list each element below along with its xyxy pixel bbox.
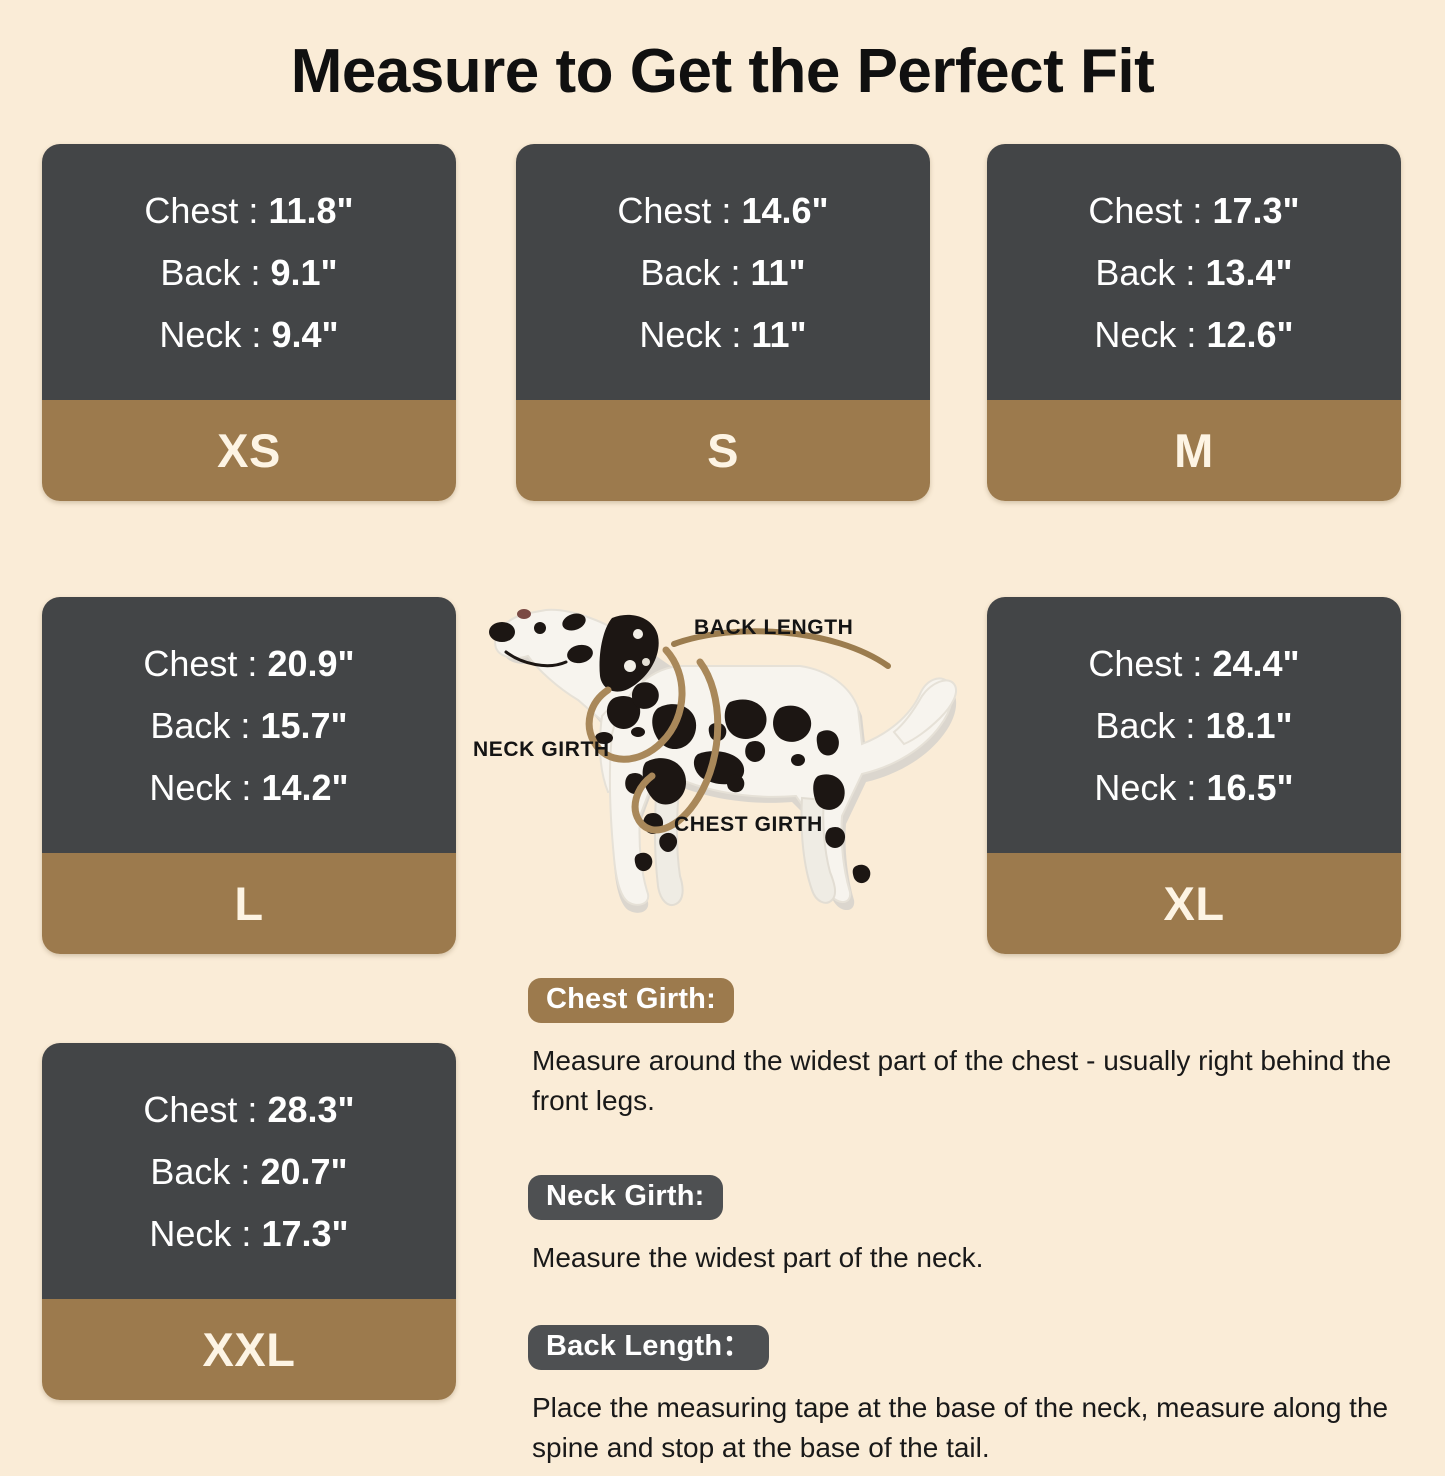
chest-key: Chest : — [1088, 643, 1203, 684]
instructions-section: Chest Girth: Measure around the widest p… — [528, 978, 1408, 1476]
chest-girth-text: Measure around the widest part of the ch… — [532, 1045, 1392, 1116]
page-title: Measure to Get the Perfect Fit — [290, 37, 1155, 106]
back-value: 11" — [750, 252, 806, 293]
chest-value: 17.3" — [1212, 190, 1300, 231]
neck-key: Neck : — [1094, 767, 1197, 808]
instruction-back-length: Back Length： Place the measuring tape at… — [528, 1325, 1408, 1468]
back-value: 13.4" — [1205, 252, 1293, 293]
neck-key: Neck : — [149, 767, 252, 808]
neck-key: Neck : — [149, 1213, 252, 1254]
back-value: 15.7" — [260, 705, 348, 746]
size-label-xxl: XXL — [42, 1299, 456, 1400]
size-chart-page: Measure to Get the Perfect Fit Chest : 1… — [42, 37, 1401, 1463]
chest-row: Chest : 20.9" — [143, 633, 354, 695]
neck-key: Neck : — [1094, 314, 1197, 355]
neck-girth-heading: Neck Girth: — [528, 1174, 723, 1220]
neck-row: Neck : 14.2" — [149, 757, 348, 819]
neck-key: Neck : — [159, 314, 262, 355]
back-row: Back : 9.1" — [160, 242, 337, 304]
size-label-xl: XL — [987, 853, 1401, 954]
neck-value: 9.4" — [271, 314, 339, 355]
back-key: Back : — [160, 252, 261, 293]
size-card-s: Chest : 14.6" Back : 11" Neck : 11" S — [516, 144, 930, 501]
chest-value: 14.6" — [741, 190, 829, 231]
back-row: Back : 20.7" — [150, 1141, 347, 1203]
back-key: Back : — [150, 705, 251, 746]
chest-row: Chest : 14.6" — [617, 180, 828, 242]
back-key: Back : — [150, 1151, 251, 1192]
chest-key: Chest : — [143, 643, 258, 684]
chest-value: 28.3" — [267, 1089, 355, 1130]
chest-girth-diagram-label: CHEST GIRTH — [674, 813, 823, 836]
back-length-text: Place the measuring tape at the base of … — [532, 1392, 1389, 1463]
back-length-heading: Back Length： — [528, 1325, 770, 1371]
chest-girth-heading: Chest Girth: — [528, 978, 734, 1023]
back-row: Back : 13.4" — [1095, 242, 1292, 304]
size-card-measurements: Chest : 20.9" Back : 15.7" Neck : 14.2" — [42, 597, 456, 853]
neck-row: Neck : 11" — [639, 304, 806, 366]
neck-row: Neck : 12.6" — [1094, 304, 1293, 366]
neck-key: Neck : — [639, 314, 742, 355]
neck-value: 11" — [751, 314, 807, 355]
back-key: Back : — [1095, 705, 1196, 746]
size-card-xl: Chest : 24.4" Back : 18.1" Neck : 16.5" … — [987, 597, 1401, 954]
neck-row: Neck : 16.5" — [1094, 757, 1293, 819]
back-key: Back : — [1095, 252, 1196, 293]
spacer — [528, 1129, 1408, 1175]
back-row: Back : 11" — [640, 242, 805, 304]
neck-value: 14.2" — [261, 767, 349, 808]
neck-row: Neck : 9.4" — [159, 304, 338, 366]
chest-value: 11.8" — [268, 190, 354, 231]
neck-value: 16.5" — [1206, 767, 1294, 808]
size-label-xs: XS — [42, 400, 456, 501]
back-key: Back : — [640, 252, 741, 293]
size-card-m: Chest : 17.3" Back : 13.4" Neck : 12.6" … — [987, 144, 1401, 501]
size-card-measurements: Chest : 28.3" Back : 20.7" Neck : 17.3" — [42, 1043, 456, 1299]
chest-key: Chest : — [1088, 190, 1203, 231]
back-value: 9.1" — [270, 252, 338, 293]
chest-row: Chest : 11.8" — [144, 180, 353, 242]
chest-key: Chest : — [617, 190, 732, 231]
chest-key: Chest : — [143, 1089, 258, 1130]
back-value: 20.7" — [260, 1151, 348, 1192]
size-label-s: S — [516, 400, 930, 501]
back-row: Back : 15.7" — [150, 695, 347, 757]
size-card-l: Chest : 20.9" Back : 15.7" Neck : 14.2" … — [42, 597, 456, 954]
size-card-measurements: Chest : 17.3" Back : 13.4" Neck : 12.6" — [987, 144, 1401, 400]
size-card-xs: Chest : 11.8" Back : 9.1" Neck : 9.4" XS — [42, 144, 456, 501]
back-row: Back : 18.1" — [1095, 695, 1292, 757]
back-length-diagram-label: BACK LENGTH — [694, 616, 854, 639]
size-card-xxl: Chest : 28.3" Back : 20.7" Neck : 17.3" … — [42, 1043, 456, 1400]
size-card-measurements: Chest : 14.6" Back : 11" Neck : 11" — [516, 144, 930, 400]
chest-row: Chest : 28.3" — [143, 1079, 354, 1141]
neck-value: 17.3" — [261, 1213, 349, 1254]
size-label-m: M — [987, 400, 1401, 501]
chest-value: 20.9" — [267, 643, 355, 684]
chest-row: Chest : 24.4" — [1088, 633, 1299, 695]
instruction-neck-girth: Neck Girth: Measure the widest part of t… — [528, 1174, 1408, 1278]
neck-girth-diagram-label: NECK GIRTH — [473, 738, 610, 761]
size-label-l: L — [42, 853, 456, 954]
back-value: 18.1" — [1205, 705, 1293, 746]
instruction-chest-girth: Chest Girth: Measure around the widest p… — [528, 978, 1408, 1121]
chest-row: Chest : 17.3" — [1088, 180, 1299, 242]
size-card-measurements: Chest : 24.4" Back : 18.1" Neck : 16.5" — [987, 597, 1401, 853]
neck-row: Neck : 17.3" — [149, 1203, 348, 1265]
spacer — [528, 1285, 1408, 1325]
chest-key: Chest : — [144, 190, 259, 231]
neck-value: 12.6" — [1206, 314, 1294, 355]
chest-value: 24.4" — [1212, 643, 1300, 684]
dalmatian-dog-illustration — [462, 566, 987, 931]
neck-girth-text: Measure the widest part of the neck. — [532, 1241, 984, 1273]
size-card-measurements: Chest : 11.8" Back : 9.1" Neck : 9.4" — [42, 144, 456, 400]
